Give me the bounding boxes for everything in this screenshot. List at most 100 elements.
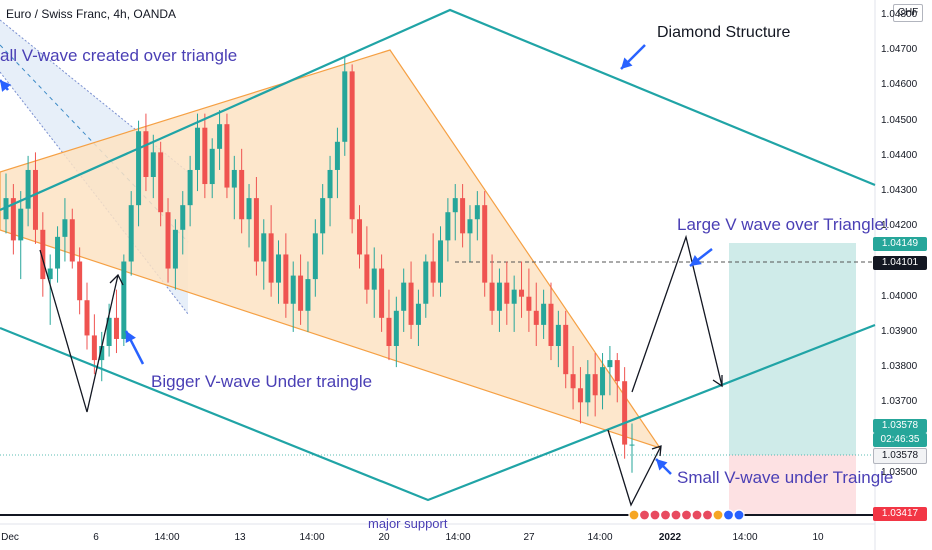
small-v-pointer-arrow-head xyxy=(656,459,668,471)
candle-body xyxy=(239,169,245,220)
diamond-upper-lines xyxy=(0,8,876,212)
event-marker-icon[interactable] xyxy=(628,509,640,521)
candle-body xyxy=(18,208,24,241)
candle-body xyxy=(91,335,97,361)
candle-body xyxy=(526,296,532,311)
annotation-large-v: Large V wave over Triangle! xyxy=(677,215,889,234)
candle-body xyxy=(533,310,539,325)
event-marker-icon[interactable] xyxy=(638,509,651,521)
candle-body xyxy=(194,127,200,170)
candle-body xyxy=(342,71,348,142)
bigger-v-wave xyxy=(39,249,119,413)
candle-body xyxy=(401,282,407,311)
annotation-major-support: major support xyxy=(368,516,448,531)
candle-body xyxy=(489,282,495,311)
price-tick-label: 1.04700 xyxy=(881,44,918,56)
candle-body xyxy=(585,374,591,403)
stop-zone xyxy=(729,455,856,515)
candle-body xyxy=(327,169,333,199)
candle-body xyxy=(275,254,281,283)
candle-body xyxy=(128,205,134,262)
candle-body xyxy=(40,229,46,280)
price-tick-label: 1.03900 xyxy=(881,325,918,337)
candle-body xyxy=(548,303,554,346)
event-marker-icon[interactable] xyxy=(722,509,735,521)
currency-button[interactable]: CHF xyxy=(893,4,923,22)
price-tick-label: 1.04600 xyxy=(881,79,918,91)
candle-body xyxy=(511,289,517,304)
candle-body xyxy=(202,127,208,185)
candle-body xyxy=(408,282,414,325)
candle-body xyxy=(172,229,178,269)
symbol-title: Euro / Swiss Franc, 4h, OANDA xyxy=(6,7,177,21)
candle-body xyxy=(541,303,547,325)
candle-body xyxy=(217,124,223,149)
candle-body xyxy=(452,198,458,213)
target-zone xyxy=(729,243,856,455)
candle-body xyxy=(415,303,421,325)
candle-body xyxy=(55,236,61,269)
event-marker-icon[interactable] xyxy=(691,509,703,521)
price-tick-label: 1.04200 xyxy=(881,220,918,232)
time-tick-label: 2022 xyxy=(658,532,682,543)
large-v-arrowhead xyxy=(712,375,723,388)
candle-body xyxy=(121,261,127,339)
candle-body xyxy=(246,198,252,220)
support-price-tag: 1.03417 xyxy=(873,507,927,521)
event-marker-icon[interactable] xyxy=(659,509,672,521)
bigger-v-pointer-arrow-head xyxy=(125,331,136,343)
price-tick-label: 1.03500 xyxy=(881,466,918,478)
candle-body xyxy=(379,268,385,318)
diamond-lower-lines xyxy=(0,323,876,502)
event-marker-icon[interactable] xyxy=(701,509,714,521)
event-marker-icon[interactable] xyxy=(649,509,661,521)
event-marker-icon[interactable] xyxy=(712,509,724,521)
price-tick-label: 1.04800 xyxy=(881,9,918,21)
candle-body xyxy=(474,205,480,220)
price-tick-label: 1.04400 xyxy=(881,149,918,161)
large-v-wave xyxy=(631,234,723,393)
candle-body xyxy=(261,233,267,262)
candle-body xyxy=(460,198,466,234)
annotation-diamond: Diamond Structure xyxy=(657,24,791,41)
small-v-over-pointer-arrow-head xyxy=(0,80,12,92)
event-marker-icon[interactable] xyxy=(670,509,682,521)
time-tick-label: 14:00 xyxy=(154,532,180,543)
candle-body xyxy=(371,268,377,290)
candle-body xyxy=(393,310,399,346)
candle-body xyxy=(430,261,436,283)
time-tick-label: 13 xyxy=(234,532,246,543)
candle-body xyxy=(32,169,38,230)
candle-body xyxy=(467,219,473,234)
candle-body xyxy=(482,205,488,283)
candle-body xyxy=(187,169,193,206)
candle-body xyxy=(592,374,598,396)
candle-body xyxy=(106,317,112,346)
large-v-pointer-arrow-head xyxy=(690,255,702,266)
event-marker-icon[interactable] xyxy=(733,509,745,521)
candle-body xyxy=(438,240,444,283)
candle-body xyxy=(62,219,68,237)
candle-body xyxy=(334,141,340,170)
candle-body xyxy=(143,131,149,177)
small-v-arrowhead xyxy=(651,445,662,457)
candle-body xyxy=(629,444,635,446)
annotation-small-v-under: Small V-wave under Traingle xyxy=(677,468,894,487)
event-marker-icon[interactable] xyxy=(680,509,693,521)
time-tick-label: 14:00 xyxy=(299,532,325,543)
candle-body xyxy=(150,152,156,177)
candle-body xyxy=(10,198,16,241)
time-tick-label: 10 xyxy=(812,532,824,543)
candle-body xyxy=(577,388,583,403)
candle-body xyxy=(496,282,502,311)
annotation-bigger-v-under: Bigger V-wave Under traingle xyxy=(151,372,373,391)
candle-body xyxy=(312,233,318,280)
candle-body xyxy=(364,254,370,290)
diamond-pointer-arrow-head xyxy=(621,57,633,69)
time-tick-label: 6 xyxy=(93,532,99,543)
candle-body xyxy=(290,275,296,304)
candle-body xyxy=(231,169,237,188)
time-tick-label: 14:00 xyxy=(445,532,471,543)
